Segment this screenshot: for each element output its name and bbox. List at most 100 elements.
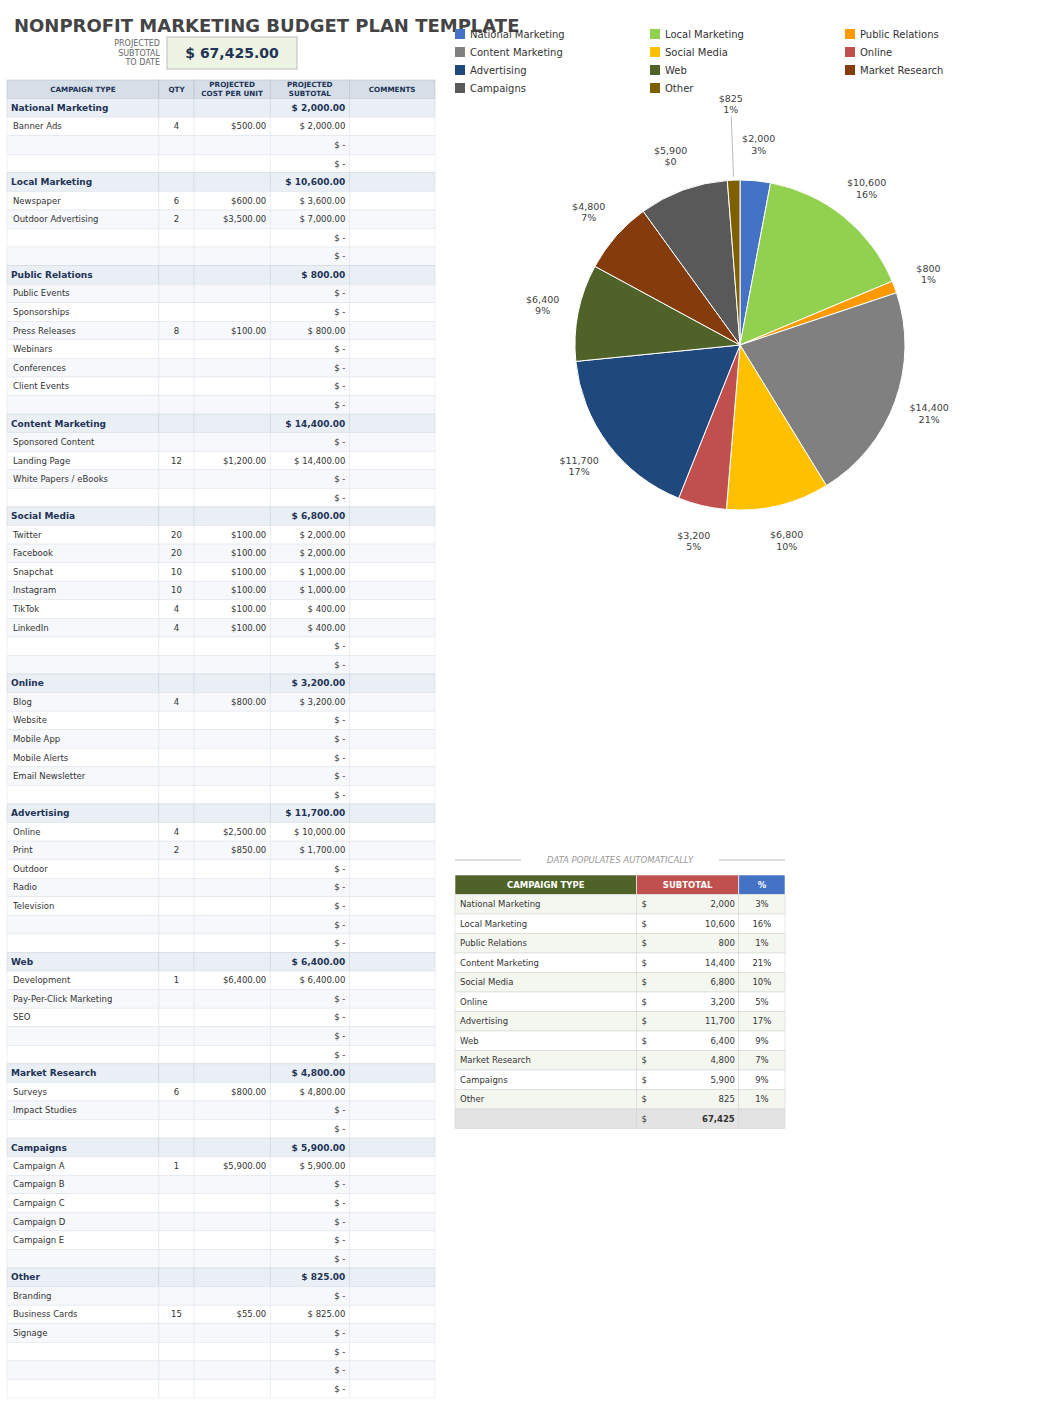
title: NONPROFIT MARKETING BUDGET PLAN TEMPLATE <box>14 15 519 36</box>
currency-symbol: $ <box>642 919 647 929</box>
group-subtotal: $ 11,700.00 <box>285 808 345 818</box>
item-cell <box>159 117 194 136</box>
summary-cell <box>739 1070 785 1090</box>
item-cost: $100.00 <box>231 585 266 595</box>
item-cell <box>7 693 159 712</box>
summary-cell <box>455 1090 637 1110</box>
item-cell <box>349 748 435 767</box>
legend-entry: National Marketing <box>470 29 565 40</box>
label-line: TO DATE <box>124 58 160 67</box>
group-cell <box>270 507 349 526</box>
item-cell <box>194 693 270 712</box>
summary-subtotal: 6,800 <box>710 977 734 987</box>
summary-cell <box>739 953 785 973</box>
item-cell <box>159 1305 194 1324</box>
item-name: Outdoor Advertising <box>13 214 99 224</box>
item-cost: $500.00 <box>231 121 266 131</box>
column-header: CAMPAIGN TYPE <box>50 85 116 94</box>
data-label: $11,70017% <box>559 455 598 477</box>
data-label: $14,40021% <box>910 402 949 424</box>
currency-symbol: $ <box>642 1016 647 1026</box>
group-subtotal: $ 4,800.00 <box>292 1068 346 1078</box>
item-cell <box>159 247 194 266</box>
item-cost: $600.00 <box>231 196 266 206</box>
item-cell <box>270 433 349 452</box>
item-subtotal: $ 825.00 <box>308 1309 346 1319</box>
item-cell <box>159 971 194 990</box>
item-cell <box>159 358 194 377</box>
item-qty: 8 <box>174 326 179 336</box>
group-cell <box>349 1138 435 1157</box>
item-cell <box>270 748 349 767</box>
summary-table: DATA POPULATES AUTOMATICALLYCAMPAIGN TYP… <box>455 855 785 1129</box>
group-cell <box>159 804 194 823</box>
item-cell <box>270 191 349 210</box>
summary-name: Social Media <box>460 977 513 987</box>
item-cell <box>270 600 349 619</box>
item-cell <box>7 358 159 377</box>
group-cell <box>7 99 159 118</box>
summary-subtotal: 4,800 <box>710 1055 734 1065</box>
item-subtotal: $ - <box>334 474 345 484</box>
item-cell <box>159 563 194 582</box>
group-cell <box>349 266 435 285</box>
label-line: $5,900 <box>654 145 687 156</box>
item-cell <box>349 581 435 600</box>
summary-percent: 9% <box>755 1075 769 1085</box>
label-line: $2,000 <box>742 133 775 144</box>
summary-cell <box>739 992 785 1012</box>
item-qty: 10 <box>171 567 182 577</box>
item-subtotal: $ 5,900.00 <box>299 1161 345 1171</box>
label-line: 21% <box>919 414 940 425</box>
item-cell <box>270 396 349 415</box>
item-subtotal: $ - <box>334 938 345 948</box>
item-name: Print <box>13 845 33 855</box>
item-cell <box>194 377 270 396</box>
data-label: $2,0003% <box>742 133 775 155</box>
summary-subtotal: 11,700 <box>705 1016 735 1026</box>
item-cost: $100.00 <box>231 567 266 577</box>
summary-cell <box>637 914 739 934</box>
item-qty: 1 <box>174 975 179 985</box>
item-name: Sponsorships <box>13 307 70 317</box>
group-cell <box>270 952 349 971</box>
summary-percent: 3% <box>755 899 769 909</box>
item-name: Press Releases <box>13 326 76 336</box>
pie-slice <box>643 180 740 345</box>
item-cell <box>7 154 159 173</box>
summary-cell <box>455 895 637 915</box>
item-cell <box>270 767 349 786</box>
item-cell <box>7 1324 159 1343</box>
item-qty: 1 <box>174 1161 179 1171</box>
item-cell <box>159 1008 194 1027</box>
group-subtotal: $ 5,900.00 <box>292 1143 346 1153</box>
item-cell <box>194 321 270 340</box>
summary-percent: 10% <box>752 977 771 987</box>
item-cost: $100.00 <box>231 326 266 336</box>
item-cell <box>159 637 194 656</box>
currency-symbol: $ <box>642 1075 647 1085</box>
total-box <box>167 37 297 69</box>
column-header: QTY <box>168 85 185 94</box>
item-cell <box>194 526 270 545</box>
group-cell <box>270 1138 349 1157</box>
legend-entry: Content Marketing <box>470 47 563 58</box>
item-subtotal: $ - <box>334 734 345 744</box>
item-name: Client Events <box>13 381 70 391</box>
item-cell <box>159 1361 194 1380</box>
group-subtotal: $ 6,400.00 <box>292 957 346 967</box>
item-cell <box>194 860 270 879</box>
item-cell <box>7 488 159 507</box>
item-cell <box>349 1212 435 1231</box>
item-qty: 4 <box>174 623 179 633</box>
item-cell <box>7 1082 159 1101</box>
total-value: $ 67,425.00 <box>185 45 279 61</box>
item-cell <box>194 396 270 415</box>
item-cell <box>349 284 435 303</box>
item-cell <box>7 1101 159 1120</box>
item-cell <box>194 117 270 136</box>
item-cell <box>349 358 435 377</box>
label-line: 9% <box>535 305 550 316</box>
data-label: $4,8007% <box>572 201 605 223</box>
label-line: 1% <box>723 104 738 115</box>
